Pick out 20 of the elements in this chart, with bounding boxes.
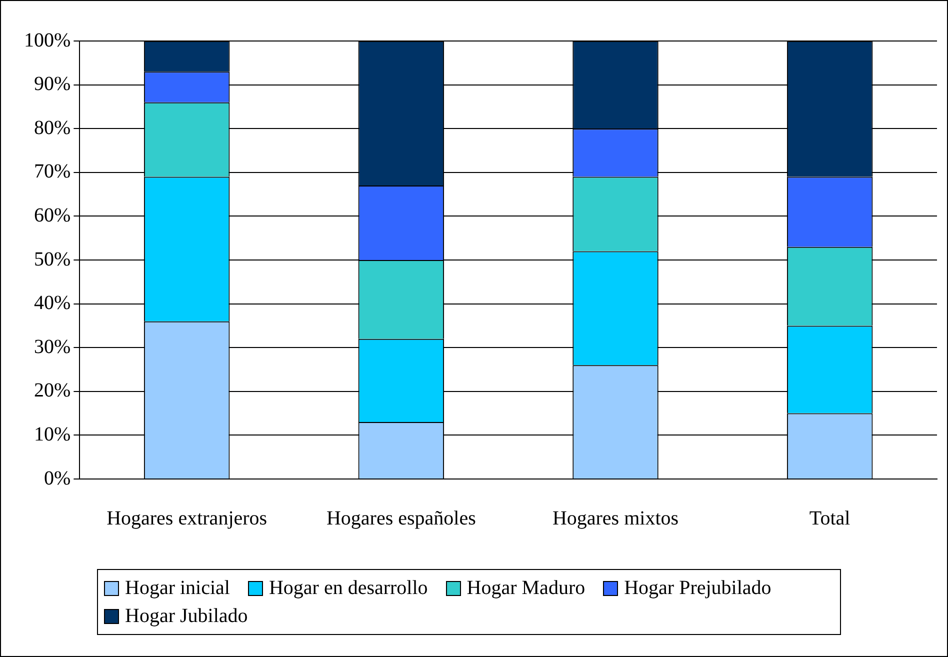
y-tick-label: 70%	[34, 160, 71, 183]
y-tick-label: 50%	[34, 248, 71, 270]
y-tick-label: 10%	[34, 423, 71, 446]
y-tick-label: 40%	[34, 292, 71, 314]
x-tick-label: Total	[809, 507, 851, 530]
x-tick-label: Hogares españoles	[326, 507, 476, 530]
y-tick-label: 60%	[34, 204, 71, 226]
y-tick-label: 20%	[34, 380, 71, 402]
legend-label: Hogar Maduro	[466, 576, 586, 601]
x-tick-label: Hogares mixtos	[552, 507, 679, 530]
y-tick-label: 30%	[34, 336, 71, 358]
legend-label: Hogar en desarrollo	[268, 576, 428, 601]
legend-label: Hogar Jubilado	[125, 604, 248, 629]
y-tick-label: 90%	[34, 73, 71, 96]
y-tick-label: 0%	[44, 467, 71, 490]
legend-label: Hogar inicial	[125, 576, 230, 601]
legend-label: Hogar Prejubilado	[624, 576, 772, 601]
y-tick-label: 80%	[34, 116, 71, 139]
y-tick-label: 100%	[24, 29, 71, 52]
x-tick-label: Hogares extranjeros	[106, 507, 268, 530]
